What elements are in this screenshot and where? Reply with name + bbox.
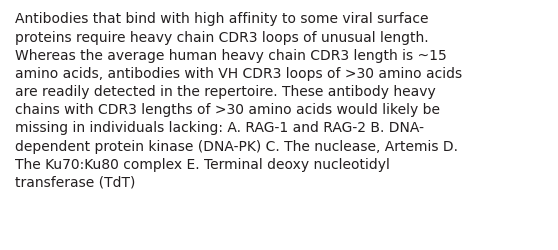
Text: Antibodies that bind with high affinity to some viral surface
proteins require h: Antibodies that bind with high affinity …	[16, 12, 463, 189]
